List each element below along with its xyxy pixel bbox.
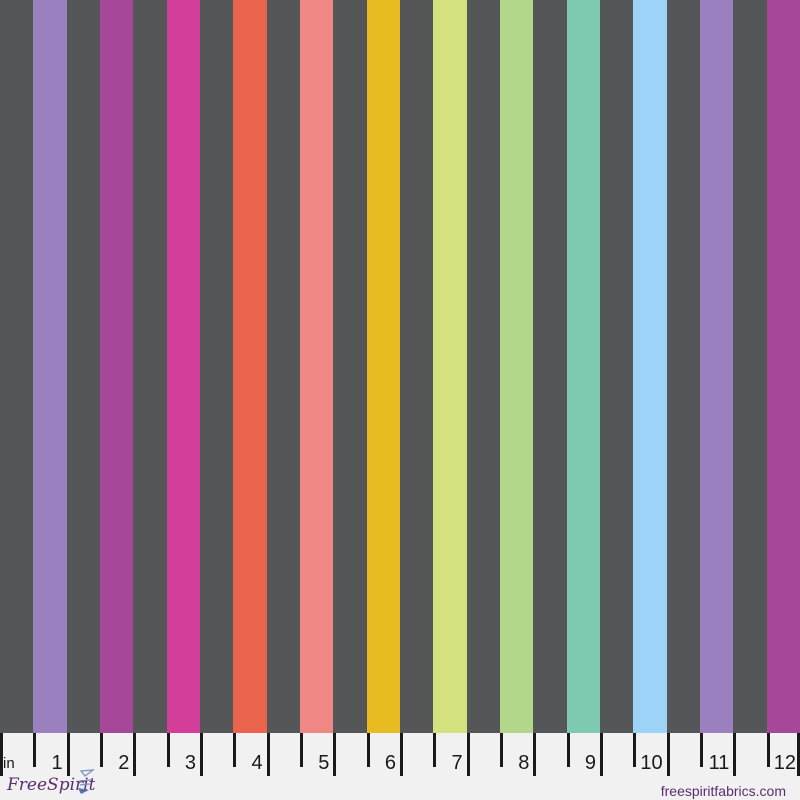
svg-text:FreeSpirit: FreeSpirit	[6, 775, 95, 795]
ruler-number: 7	[451, 752, 463, 774]
inch-tick	[400, 733, 403, 776]
inch-tick	[600, 733, 603, 776]
stripe	[233, 0, 267, 733]
ruler-number: 1	[51, 752, 63, 774]
half-inch-tick	[700, 733, 703, 767]
half-inch-tick	[166, 733, 170, 767]
inch-tick	[133, 733, 137, 776]
half-inch-tick	[100, 733, 103, 767]
ruler-number: 10	[640, 752, 663, 774]
stripe	[300, 0, 334, 733]
ruler-number: 8	[518, 752, 530, 774]
stripe	[366, 0, 401, 733]
inch-tick	[0, 733, 3, 776]
inch-tick	[333, 733, 337, 776]
inch-tick	[666, 733, 670, 776]
half-inch-tick	[433, 733, 437, 767]
inch-tick	[797, 733, 800, 776]
inch-tick	[466, 733, 470, 776]
ruler-number: 12	[773, 752, 796, 774]
half-inch-tick	[33, 733, 37, 767]
stripe	[766, 0, 800, 733]
half-inch-tick	[366, 733, 370, 767]
freespirit-logo: FreeSpirit	[6, 769, 95, 795]
stripe	[433, 0, 467, 733]
ruler-number: 11	[708, 752, 730, 774]
half-inch-tick	[300, 733, 303, 767]
half-inch-tick	[500, 733, 503, 767]
ruler-unit-label: in	[3, 755, 15, 772]
stripe	[633, 0, 667, 733]
ruler-number: 9	[584, 752, 596, 774]
half-inch-tick	[766, 733, 770, 767]
fabric-swatch	[33, 0, 800, 733]
stripe	[166, 0, 201, 733]
ruler-number: 6	[384, 752, 396, 774]
website-link[interactable]: freespiritfabrics.com	[660, 783, 786, 799]
stripe	[566, 0, 601, 733]
ruler-number: 4	[251, 752, 263, 774]
half-inch-tick	[233, 733, 237, 767]
stripe	[500, 0, 534, 733]
inch-tick	[266, 733, 270, 776]
ruler-number: 3	[184, 752, 196, 774]
inch-tick	[66, 733, 70, 776]
ruler-number: 5	[318, 752, 330, 774]
half-inch-tick	[633, 733, 637, 767]
stripe	[700, 0, 734, 733]
inch-tick	[533, 733, 537, 776]
stripe	[100, 0, 134, 733]
ruler-number: 2	[118, 752, 130, 774]
inch-tick	[733, 733, 737, 776]
inch-tick	[200, 733, 203, 776]
half-inch-tick	[566, 733, 570, 767]
stripe	[33, 0, 67, 733]
